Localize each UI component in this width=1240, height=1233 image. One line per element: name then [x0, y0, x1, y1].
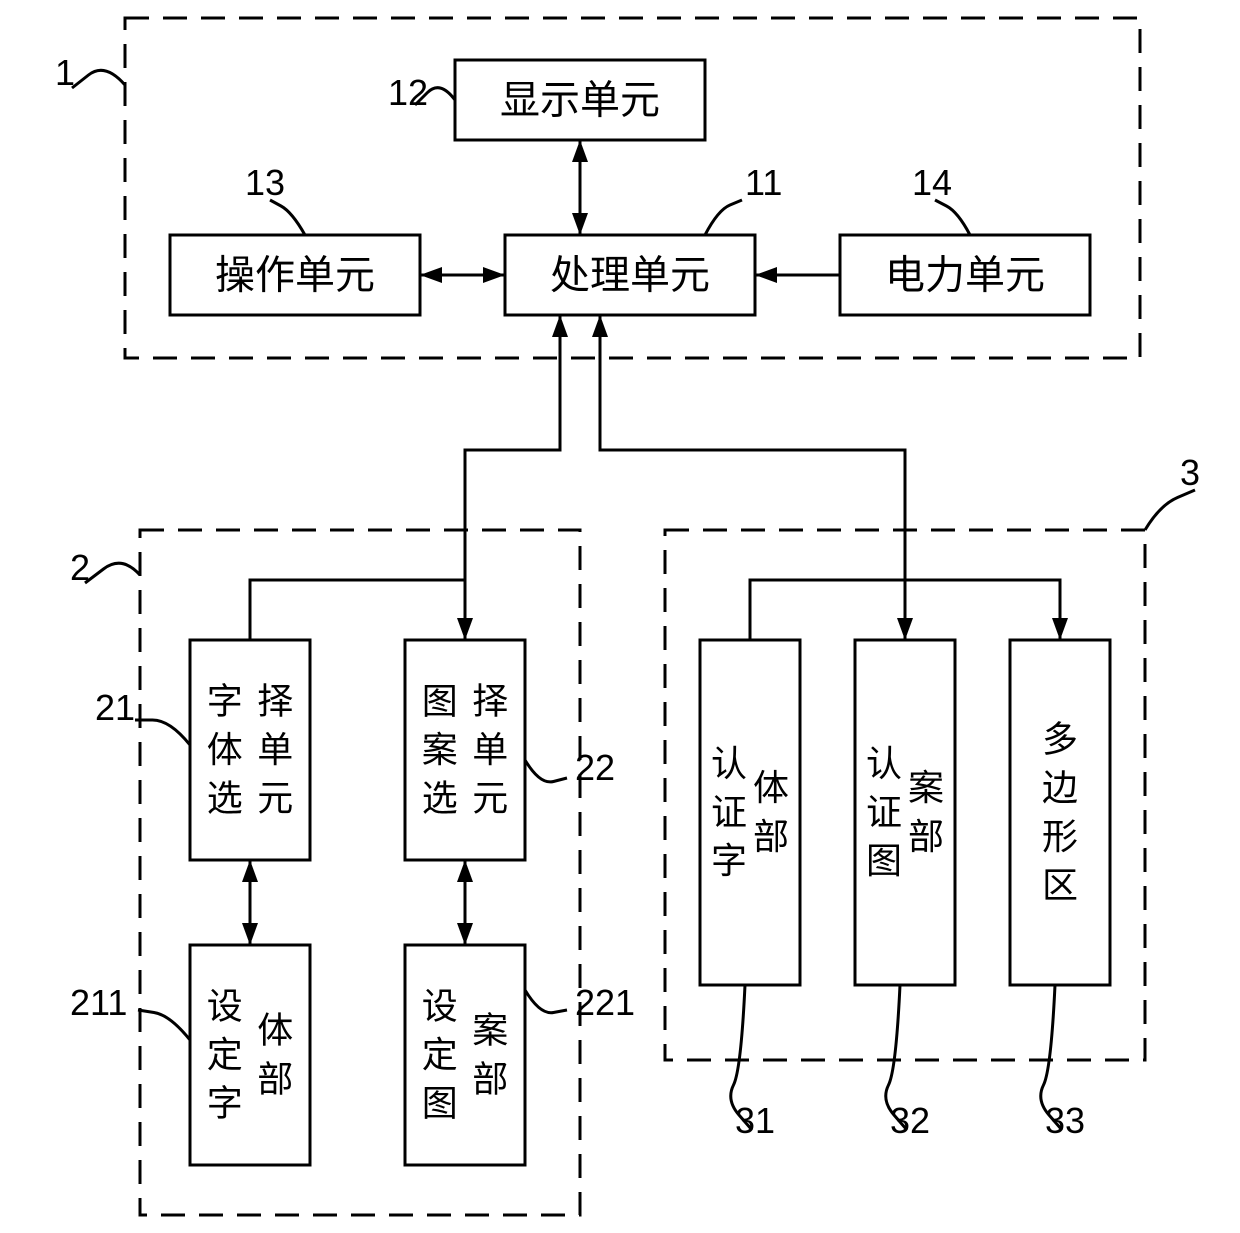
- node-label-13: 操作单元: [215, 253, 375, 298]
- node-label-12: 显示单元: [500, 78, 660, 123]
- group-ref-2: 2: [70, 547, 90, 588]
- node-ref-13: 13: [245, 162, 285, 203]
- node-ref-11: 11: [745, 162, 782, 203]
- group-ref-1: 1: [55, 52, 75, 93]
- node-ref-31: 31: [735, 1100, 775, 1141]
- node-label-11: 处理单元: [550, 253, 710, 298]
- node-ref-14: 14: [912, 162, 952, 203]
- node-label-14: 电力单元: [885, 253, 1045, 298]
- node-ref-33: 33: [1045, 1100, 1085, 1141]
- node-ref-211: 211: [70, 982, 127, 1023]
- node-ref-22: 22: [575, 747, 615, 788]
- group-ref-3: 3: [1180, 452, 1200, 493]
- node-ref-221: 221: [575, 982, 635, 1023]
- node-ref-21: 21: [95, 687, 135, 728]
- node-ref-12: 12: [388, 72, 428, 113]
- node-ref-32: 32: [890, 1100, 930, 1141]
- node-33: [1010, 640, 1110, 985]
